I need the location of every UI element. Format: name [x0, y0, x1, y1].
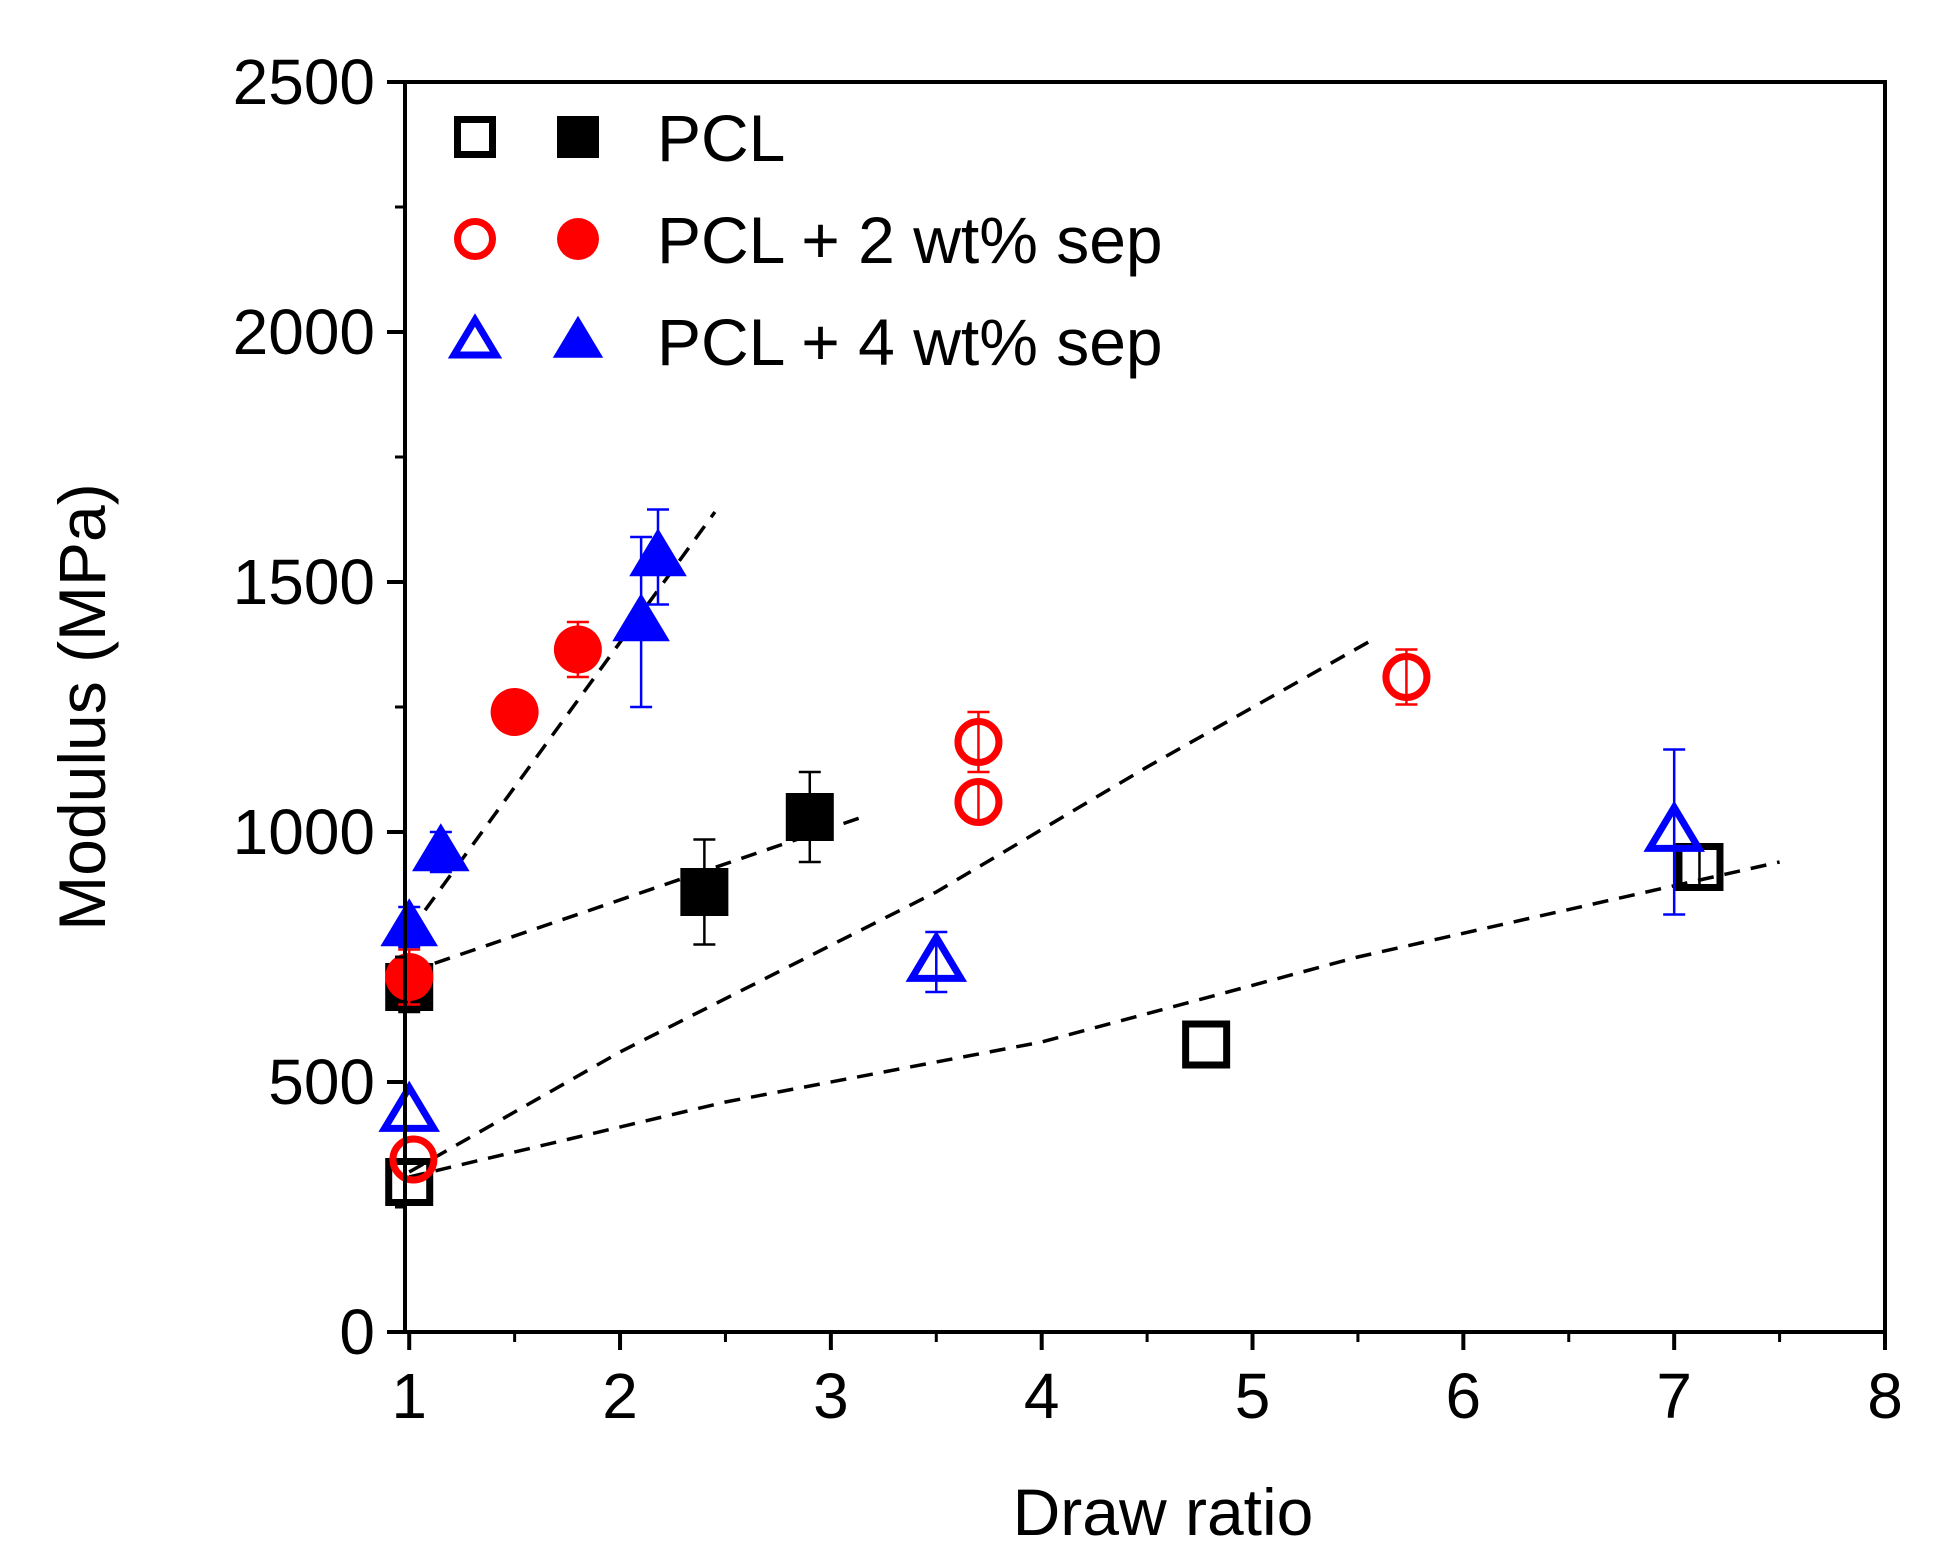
y-tick-label: 0: [339, 1296, 375, 1368]
data-point-triangle-filled: [612, 593, 670, 642]
legend-label: PCL + 2 wt% sep: [657, 203, 1163, 277]
legend: PCL PCL + 2 wt% sep PCL + 4 wt% sep: [447, 101, 1163, 379]
data-point-circle-open: [954, 778, 1003, 826]
legend-triangle-filled-marker: [552, 315, 604, 358]
x-tick-label: 8: [1867, 1360, 1903, 1432]
data-point-triangle-filled: [629, 528, 687, 577]
x-tick-label: 7: [1656, 1360, 1692, 1432]
data-point-triangle-open: [905, 930, 968, 982]
x-tick-label: 1: [391, 1360, 427, 1432]
y-tick-label: 500: [268, 1046, 375, 1118]
y-tick-label: 2500: [233, 46, 375, 118]
data-point-triangle-open: [378, 1080, 440, 1132]
trend-line-pcl-open-trend: [408, 860, 1780, 1179]
x-axis-label: Draw ratio: [1013, 1475, 1314, 1549]
data-point-circle-filled: [385, 953, 434, 1001]
data-point-square-filled: [680, 868, 729, 916]
data-point-circle-filled: [553, 625, 602, 674]
legend-square-filled-marker: [557, 116, 599, 158]
data-point-triangle-filled: [412, 823, 470, 872]
data-point-triangle-filled: [380, 898, 438, 947]
data-point-circle-open: [954, 718, 1003, 766]
y-axis-label: Modulus (MPa): [45, 483, 119, 930]
legend-label: PCL + 4 wt% sep: [657, 305, 1163, 379]
legend-circle-filled-marker: [557, 218, 599, 260]
y-tick-label: 1000: [233, 796, 375, 868]
x-tick-label: 2: [602, 1360, 638, 1432]
data-point-circle-open: [389, 1135, 438, 1184]
data-point-circle-open: [1382, 653, 1431, 701]
legend-circle-open-marker: [454, 218, 496, 260]
data-point-square-open: [385, 1158, 434, 1206]
legend-square-open-marker: [454, 116, 496, 158]
data-point-square-open: [1182, 1020, 1231, 1069]
x-tick-label: 5: [1235, 1360, 1271, 1432]
legend-triangle-open-marker: [447, 313, 503, 359]
data-point-circle-filled: [490, 688, 539, 736]
y-tick-label: 2000: [233, 296, 375, 368]
axis-ticks: 1 2 3 4 5 6 7 8 0 500 1000 1500 2000 2500: [233, 46, 1903, 1432]
data-point-triangle-open: [1643, 800, 1705, 852]
data-point-square-filled: [785, 793, 834, 841]
x-tick-label: 6: [1446, 1360, 1482, 1432]
legend-label: PCL: [657, 101, 785, 175]
marks-layer: [378, 508, 1780, 1206]
x-tick-label: 4: [1024, 1360, 1060, 1432]
y-tick-label: 1500: [233, 546, 375, 618]
trend-line-2wt-open-trend: [408, 640, 1370, 1174]
x-tick-label: 3: [813, 1360, 849, 1432]
